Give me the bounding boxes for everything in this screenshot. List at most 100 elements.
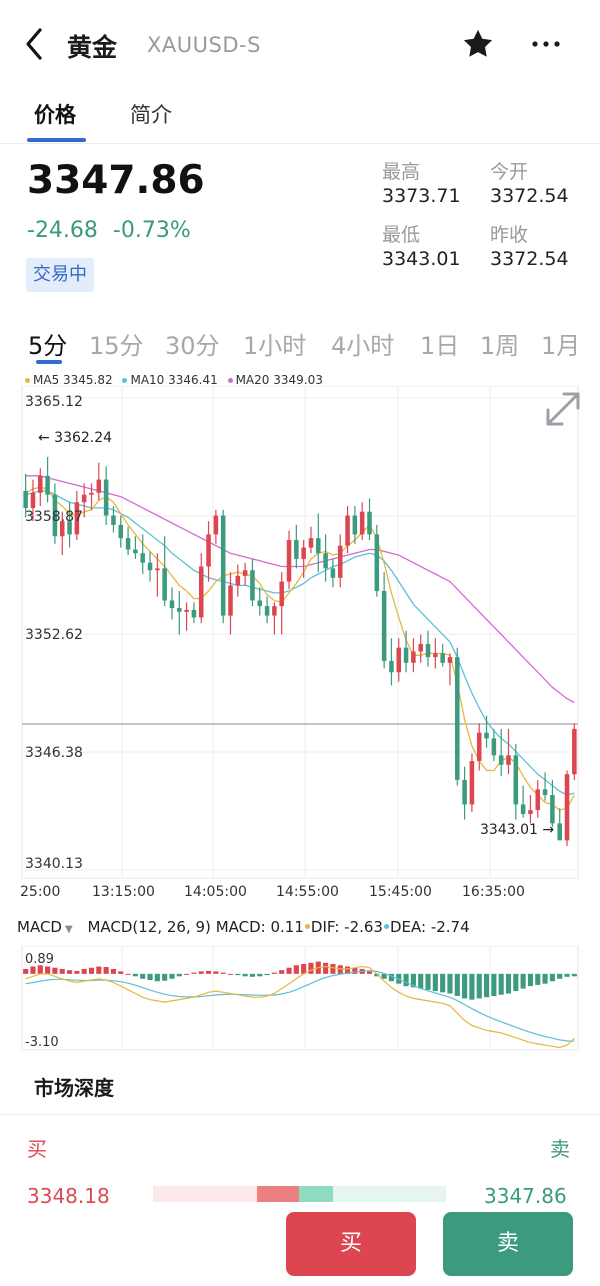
candle-body (411, 651, 416, 663)
chart-grid (21, 386, 579, 879)
candle-body (155, 568, 160, 571)
period-30m[interactable]: 30分 (165, 332, 220, 360)
macd-axis-labels: 0.89 -3.10 (25, 952, 59, 1050)
candle-body (476, 732, 482, 762)
period-1d[interactable]: 1日 (420, 332, 460, 360)
ma10-line (25, 490, 575, 796)
high-value: 3373.71 (382, 185, 461, 207)
expand-icon[interactable] (540, 388, 584, 432)
tab-price[interactable]: 价格 (34, 103, 76, 127)
candle-down (440, 643, 445, 667)
candle-up (198, 553, 204, 624)
status-badge: 交易中 (26, 258, 94, 292)
macd-bar-positive (308, 962, 314, 974)
macd-bar-negative (520, 973, 526, 989)
chevron-left-icon[interactable] (20, 24, 56, 64)
macd-bar-negative (498, 973, 504, 995)
macd-indicator-selector[interactable]: MACD ▼ (17, 918, 73, 936)
top-bar: 黄金 XAUUSD-S (0, 0, 600, 90)
candle-down (330, 558, 336, 588)
candle-down (118, 515, 124, 548)
macd-bar-negative (162, 973, 168, 981)
dif-line (25, 965, 575, 1049)
period-4h[interactable]: 4小时 (331, 332, 395, 360)
macd-header: MACD ▼ MACD(12, 26, 9) MACD: 0.11 DIF: -2.… (17, 918, 470, 936)
candle-up (74, 490, 80, 541)
period-1w[interactable]: 1周 (480, 332, 520, 360)
macd-bar-positive (66, 970, 73, 974)
macd-bar-negative (403, 973, 409, 987)
macd-bar-negative (410, 973, 416, 988)
macd-bar-positive (184, 973, 190, 975)
dropdown-icon[interactable]: ▼ (64, 924, 73, 935)
low-label: 最低 (382, 224, 421, 246)
more-dots-icon[interactable] (526, 26, 566, 62)
candle-body (294, 540, 299, 559)
candle-up (528, 795, 533, 824)
candle-body (198, 566, 204, 618)
buy-button[interactable]: 买 (286, 1212, 416, 1276)
macd-bar-positive (205, 970, 212, 974)
candle-up (433, 638, 438, 669)
current-price: 3347.86 (27, 158, 205, 203)
tab-intro[interactable]: 简介 (130, 103, 172, 127)
candle-down (491, 728, 497, 762)
candle-body (557, 823, 562, 841)
ma20-legend: MA20 3349.03 (227, 373, 323, 387)
candle-down (125, 526, 131, 556)
period-5m[interactable]: 5分 (28, 332, 68, 360)
depth-buy-label: 买 (27, 1137, 47, 1161)
ma5-value: MA5 3345.82 (33, 373, 113, 387)
macd-chart[interactable]: 0.89 -3.10 (0, 946, 600, 1052)
macd-bar-positive (125, 973, 131, 975)
macd-bar-positive (337, 965, 343, 974)
macd-bar-positive (352, 967, 358, 974)
candle-down (133, 536, 138, 559)
macd-bar-positive (271, 972, 277, 974)
period-1h[interactable]: 1小时 (243, 332, 307, 360)
macd-bar-negative (476, 973, 482, 999)
period-1mo[interactable]: 1月 (541, 332, 579, 360)
candle-up (213, 509, 219, 544)
max-price-label: ← 3362.24 (38, 430, 112, 446)
candle-body (242, 570, 248, 576)
macd-bar-negative (535, 973, 541, 985)
ma20-value: MA20 3349.03 (235, 373, 323, 387)
y-tick-label: 3346.38 (25, 745, 83, 761)
macd-bar-positive (198, 971, 204, 974)
ma10-dot (122, 377, 128, 383)
macd-frame (21, 946, 579, 1051)
candlestick-chart[interactable]: 3365.12 3358.87 3352.62 3346.38 3340.13 25:00… (0, 386, 600, 906)
candle-body (301, 547, 306, 559)
sell-button[interactable]: 卖 (443, 1212, 573, 1276)
macd-bar-positive (191, 972, 197, 974)
candles (23, 456, 577, 847)
bid-depth-bar (153, 1186, 257, 1202)
candle-body (162, 568, 167, 601)
macd-bar-negative (147, 973, 153, 980)
candle-down (52, 483, 58, 544)
candle-body (484, 732, 489, 739)
candle-down (67, 502, 72, 548)
candle-body (228, 585, 233, 616)
candle-down (323, 534, 328, 582)
star-icon[interactable] (460, 26, 496, 62)
candle-body (59, 521, 65, 537)
period-15m[interactable]: 15分 (89, 332, 144, 360)
candle-down (162, 536, 167, 607)
candle-body (550, 795, 555, 824)
candle-up (345, 506, 350, 554)
active-tab-indicator (27, 138, 86, 142)
candle-body (542, 789, 548, 796)
candle-body (418, 643, 423, 652)
macd-bar-positive (52, 967, 58, 974)
candle-down (140, 534, 145, 575)
candle-up (476, 723, 482, 771)
candle-down (169, 587, 175, 620)
macd-bar-negative (235, 973, 241, 976)
candle-down (389, 638, 394, 686)
macd-bar-negative (140, 973, 146, 979)
macd-bar-positive (323, 962, 329, 974)
bid-price: 3348.18 (27, 1184, 110, 1208)
